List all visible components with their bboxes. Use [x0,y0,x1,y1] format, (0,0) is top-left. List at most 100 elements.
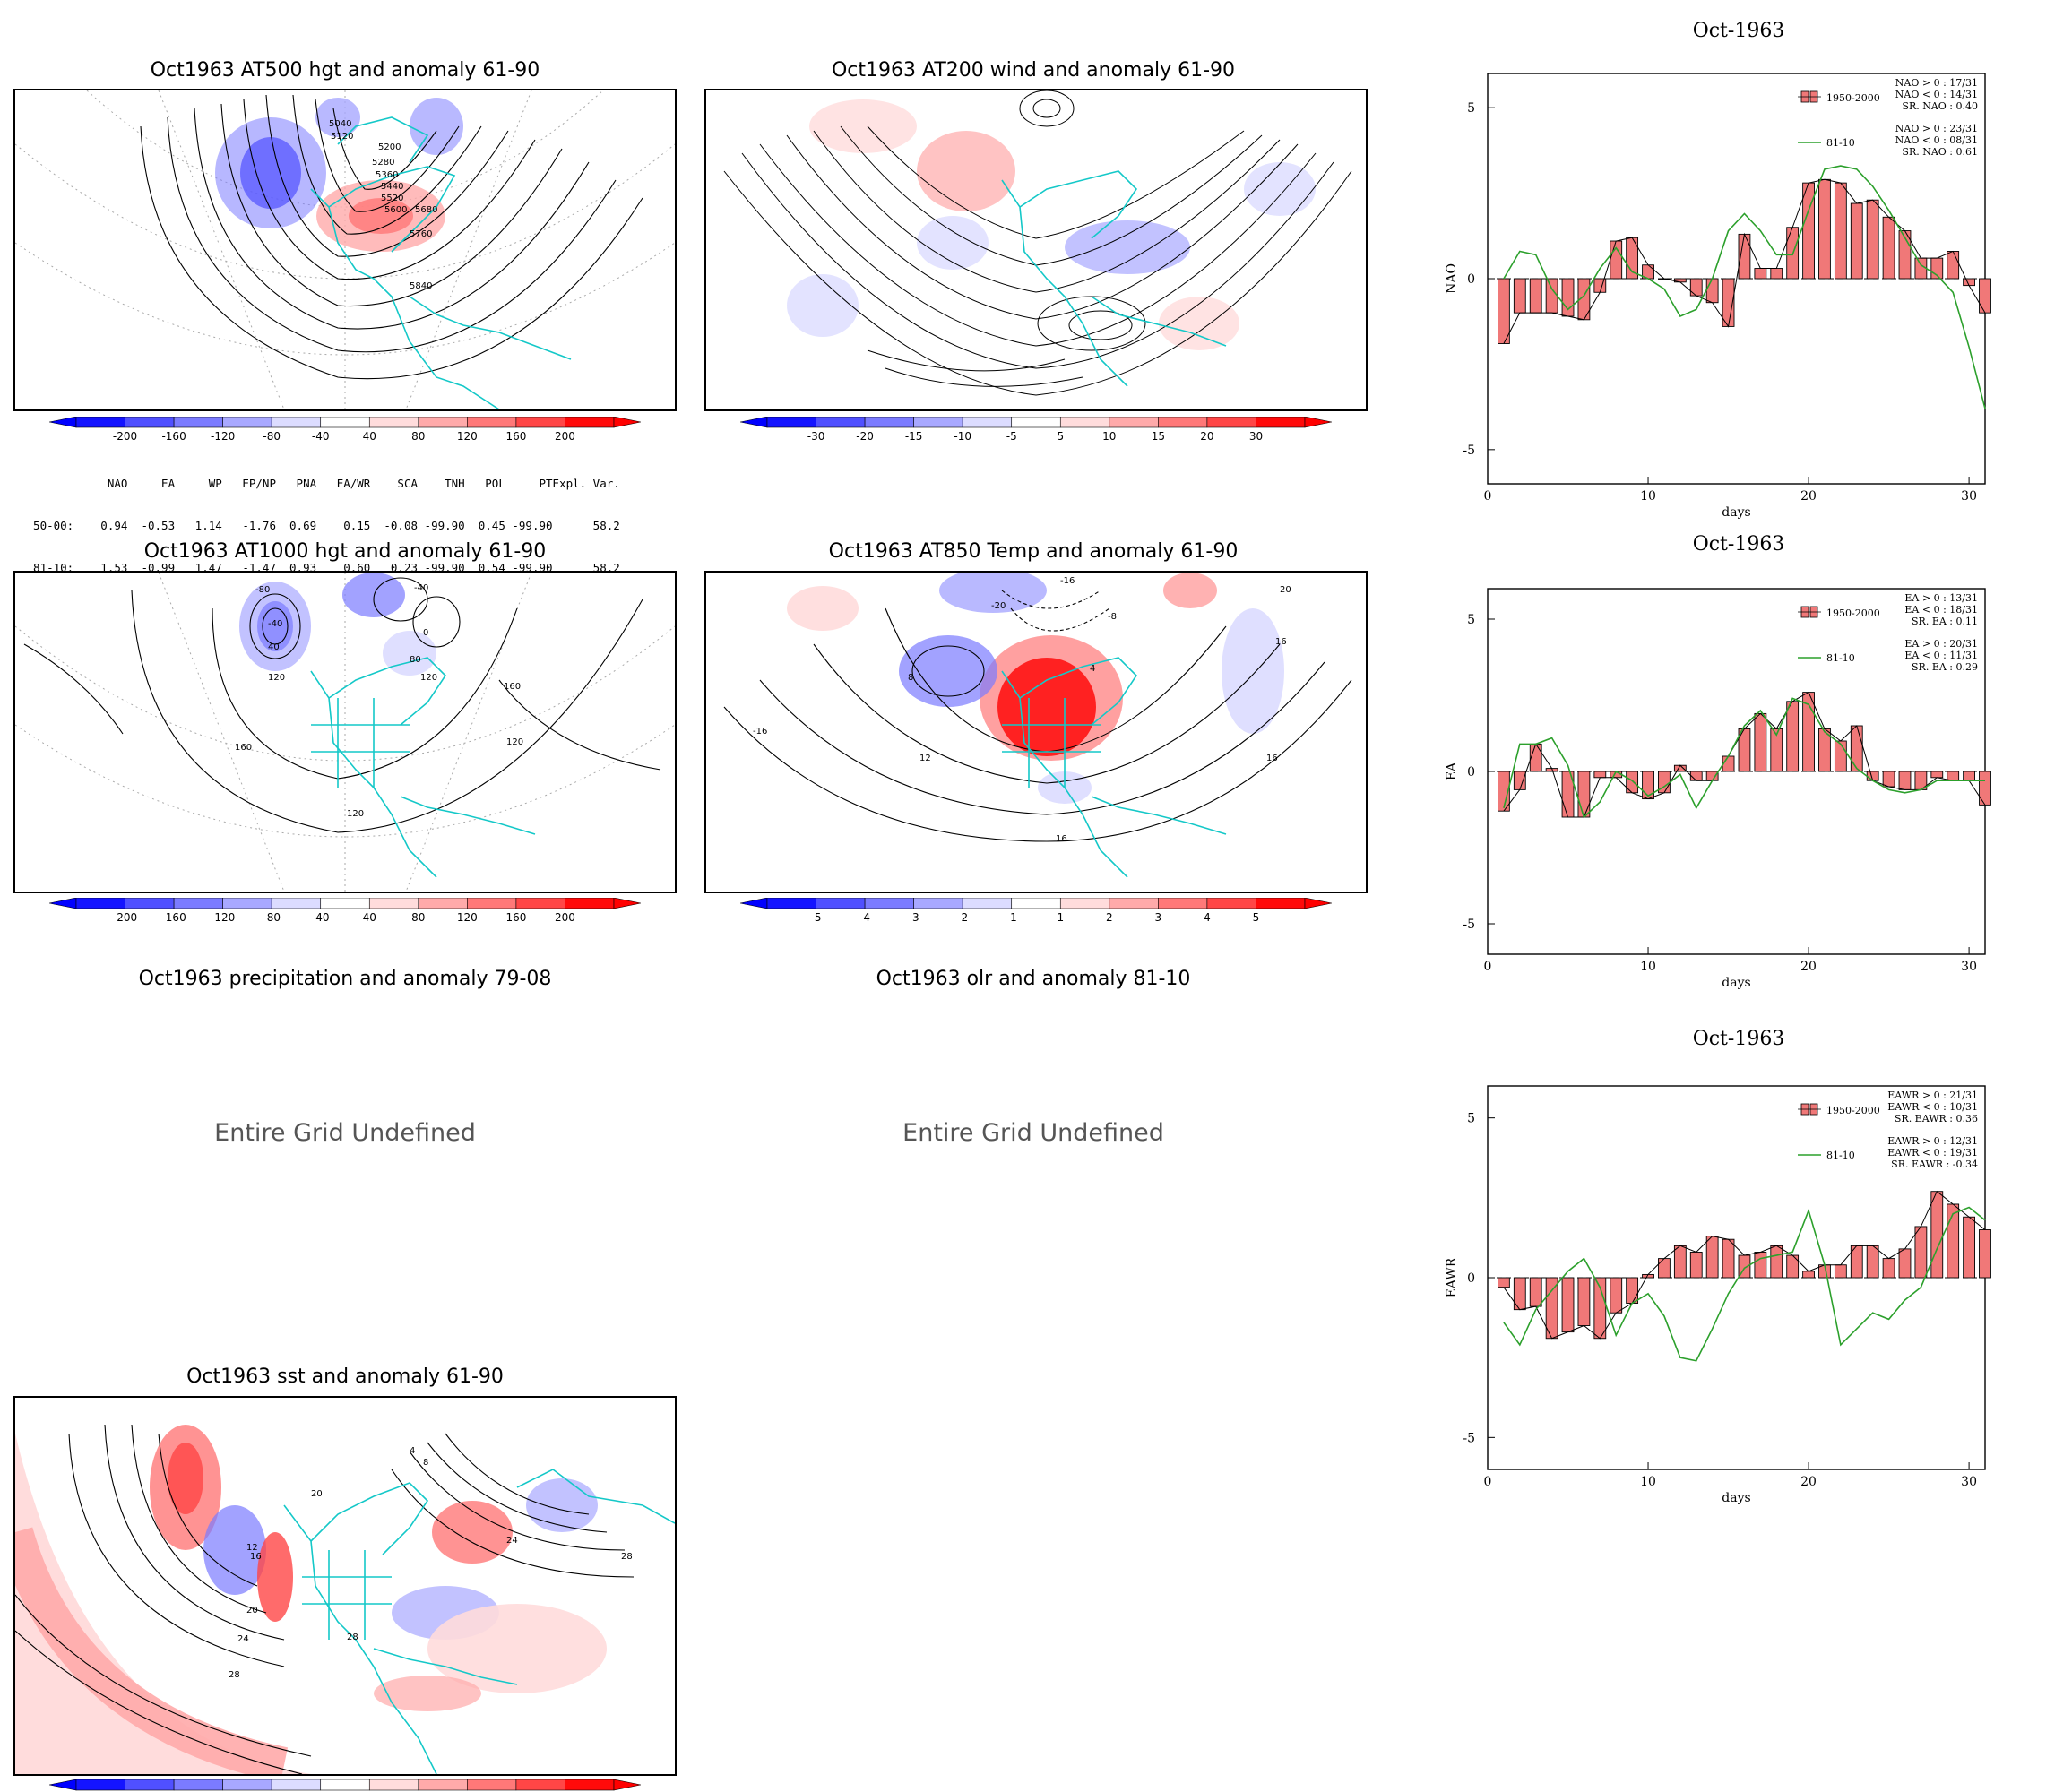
legend-label: 1950-2000 [1826,92,1880,104]
colorbar-1000hgt: -200 -160 -120 -80 -40 40 80 120 160 200 [49,898,641,924]
colorbar-segment [1256,417,1306,428]
colorbar-arrow-left [49,1779,77,1791]
contour-label: 80 [410,655,421,665]
bar [1818,178,1831,280]
colorbar-arrow-right [613,417,641,428]
x-tick-label: 10 [1640,960,1656,974]
colorbar-segment [222,898,272,909]
colorbar-segment [515,898,565,909]
colorbar-tick-label: -80 [263,430,281,443]
colorbar-segment [515,1779,565,1791]
y-tick-label: 0 [1467,272,1475,287]
bar [1722,755,1735,772]
contour-label: 5280 [372,158,394,168]
bar [1770,1245,1783,1279]
colorbar-tick-label: 200 [555,430,575,443]
colorbar-segment [271,1779,322,1791]
bar [1930,1191,1944,1279]
y-tick-label: -5 [1463,444,1475,458]
stats-text: SR. NAO : 0.61 [1902,146,1978,158]
colorbar-segment [173,898,223,909]
bar [1754,268,1767,280]
colorbar-segment [320,1779,370,1791]
bar [1545,278,1558,314]
bar [1979,1229,1991,1279]
colorbar-segment [125,898,175,909]
panel-title-500: Oct1963 AT500 hgt and anomaly 61-90 [150,59,540,82]
contour-label: 5200 [378,142,401,152]
stats-text: SR. EAWR : 0.36 [1895,1113,1978,1124]
colorbar-tick-label: 160 [505,430,526,443]
bar [1834,740,1847,772]
line-series [1503,165,1986,409]
colorbar-tick-label: -200 [113,911,137,924]
stats-text: NAO > 0 : 23/31 [1895,123,1978,134]
contour-label: 5520 [381,194,403,203]
contour-label: 12 [919,754,931,763]
colorbar-segment [75,898,125,909]
colorbar-segment [1011,898,1061,909]
bar [1498,1277,1510,1288]
colorbar-arrow-left [740,898,768,909]
colorbar-tick-label: -30 [807,430,825,443]
bar [1882,216,1895,280]
contour-label: 28 [229,1670,240,1680]
colorbar-segment [1059,417,1110,428]
colorbar-segment [125,1779,175,1791]
contour-label: 16 [1275,637,1287,647]
bar [1963,1216,1975,1279]
colorbar-arrow-right [613,898,641,909]
stats-text: EAWR < 0 : 10/31 [1887,1101,1978,1113]
colorbar-segment [467,898,517,909]
contour-label: 5600 [384,205,407,215]
legend-label: 1950-2000 [1826,607,1880,619]
colorbar-200wind: -30 -20 -15 -10 -5 5 10 15 20 30 [740,417,1332,443]
contour-label: 5040 [329,119,351,129]
colorbar-tick-label: 2 [1106,911,1113,924]
ts-title-ea: Oct-1963 [1692,533,1785,556]
chart-eawr: 5 0 -5 0 10 20 30 days EAWR 1950-2000 81-10 EAWR > … [1445,1085,1991,1505]
colorbar-segment [1158,898,1208,909]
y-tick-label: 5 [1467,1112,1475,1126]
colorbar-500hgt: -200 -160 -120 -80 -40 40 80 120 160 200 [49,417,641,443]
bar [1705,1236,1719,1279]
y-axis-label: EA [1445,762,1459,780]
contour-label: 5360 [376,170,398,180]
bar [1545,1277,1558,1340]
colorbar-segment [1206,417,1256,428]
bar [1513,771,1526,790]
colorbar-arrow-left [740,417,768,428]
bar [1947,251,1960,280]
colorbar-segment [173,417,223,428]
stats-text: SR. EA : 0.29 [1912,661,1978,673]
panel-title-850: Oct1963 AT850 Temp and anomaly 61-90 [828,540,1239,563]
colorbar-arrow-right [1304,417,1332,428]
bar [1802,1271,1815,1279]
contour-label: -8 [1108,612,1117,622]
contour-label: 160 [504,682,521,692]
contour-label: 16 [250,1552,262,1562]
bar [1979,278,1991,314]
contour-label: -16 [753,727,767,737]
bar-series-line [1503,178,1986,344]
bar [1529,1277,1542,1307]
stats-text: EA > 0 : 13/31 [1904,592,1978,604]
colorbar-segment [515,417,565,428]
colorbar-segment [320,898,370,909]
colorbar-tick-label: -20 [856,430,874,443]
bar [1722,1238,1735,1279]
bar [1850,725,1863,772]
contour-label: 12 [246,1543,258,1553]
colorbar-arrow-right [1304,898,1332,909]
x-tick-label: 0 [1484,1475,1492,1489]
colorbar-segment [222,1779,272,1791]
contour-label: 5840 [410,281,432,291]
contour-label: 28 [347,1633,358,1642]
contour-label: 8 [908,673,913,683]
bar [1898,1248,1912,1279]
bar [1577,1277,1591,1326]
panel-title-olr: Oct1963 olr and anomaly 81-10 [876,968,1191,990]
colorbar-segment [766,417,816,428]
bar [1914,1226,1928,1279]
stats-text: EA < 0 : 11/31 [1904,650,1978,661]
